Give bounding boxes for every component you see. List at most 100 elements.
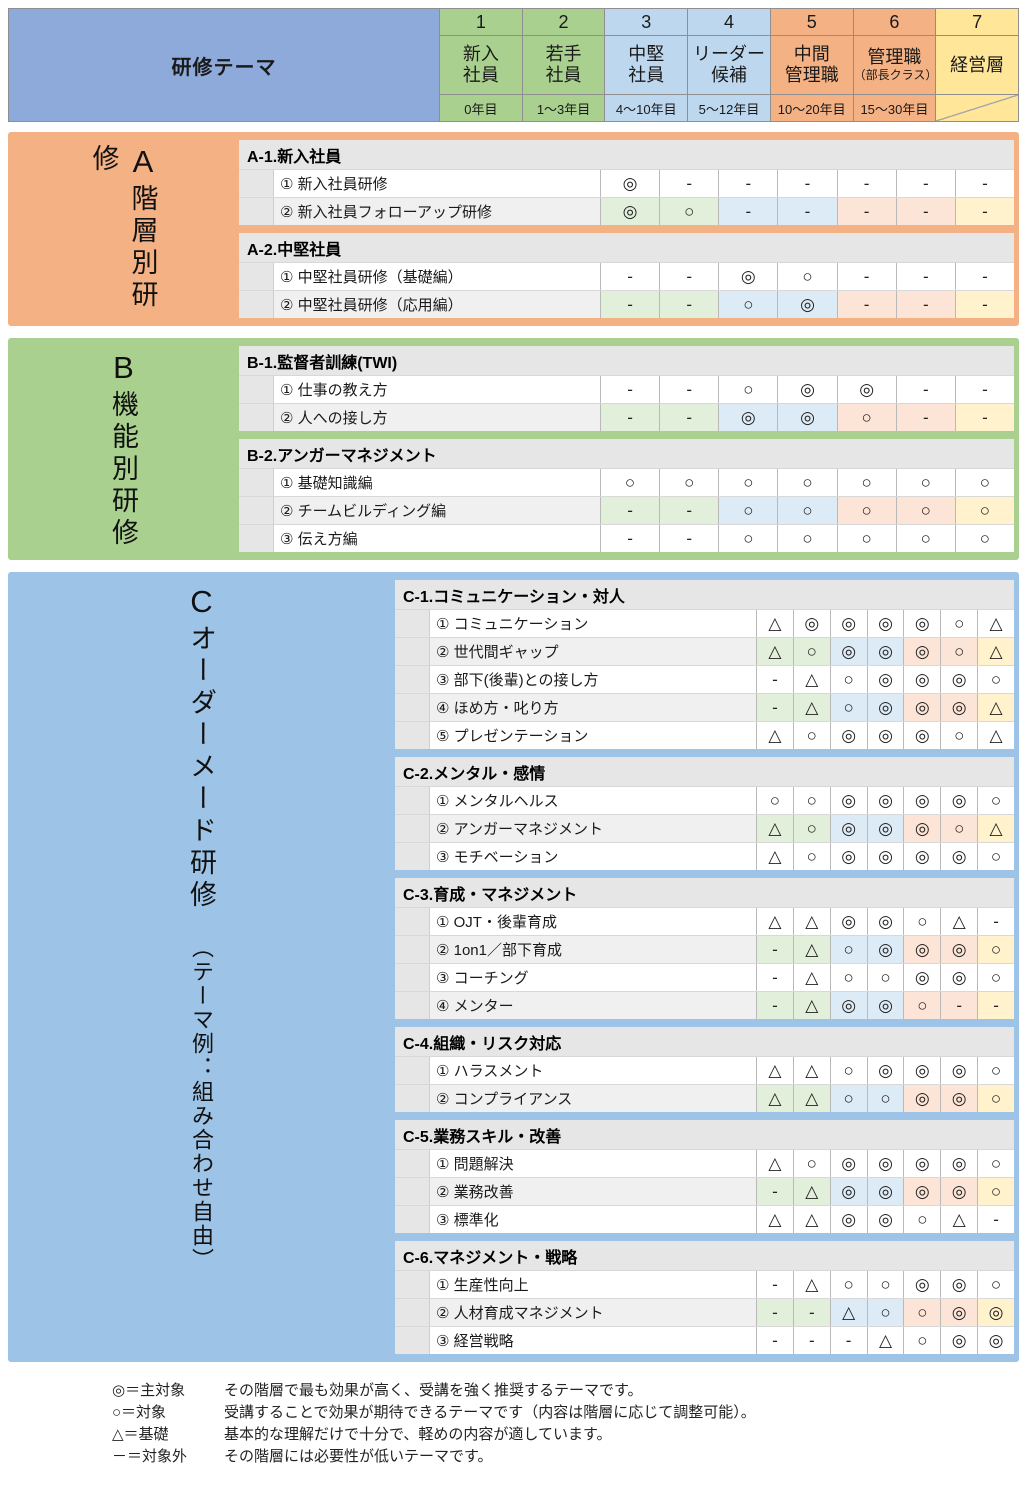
mark-cell: - — [659, 291, 719, 318]
table-row: ③ 標準化 △ △ ◎ ◎ ○ △ - — [395, 1205, 1014, 1233]
mark-cell: ◎ — [836, 376, 896, 403]
mark-cell: - — [600, 404, 660, 431]
row-label: ② 1on1／部下育成 — [429, 936, 756, 963]
row-indent — [395, 638, 429, 665]
row-indent — [395, 936, 429, 963]
mark-cell: - — [659, 404, 719, 431]
mark-cell: ○ — [600, 469, 660, 496]
mark-cell: ◎ — [829, 1150, 867, 1177]
mark-cell: ◎ — [829, 638, 867, 665]
mark-cell: - — [895, 404, 955, 431]
table-row: ① 基礎知識編 ○ ○ ○ ○ ○ ○ ○ — [239, 468, 1014, 496]
column-years: 10～20年目 — [770, 95, 853, 121]
mark-cell: ○ — [903, 1206, 941, 1233]
mark-cell: △ — [756, 843, 793, 870]
table-row: ② 人への接し方 - - ◎ ◎ ○ - - — [239, 403, 1014, 431]
mark-cell: ○ — [829, 1271, 867, 1298]
mark-cell: ○ — [895, 525, 955, 552]
mark-cell: - — [836, 170, 896, 197]
mark-cell: △ — [792, 694, 830, 721]
table-row: ② アンガーマネジメント △ ○ ◎ ◎ ◎ ○ △ — [395, 814, 1014, 842]
row-label: ① 基礎知識編 — [273, 469, 600, 496]
mark-cell: △ — [756, 815, 793, 842]
row-label: ③ モチベーション — [429, 843, 756, 870]
mark-cell: △ — [792, 1206, 830, 1233]
mark-cell: △ — [792, 936, 830, 963]
mark-cell: ○ — [977, 1150, 1014, 1177]
mark-cell: ○ — [777, 497, 837, 524]
column-years: 15～30年目 — [853, 95, 936, 121]
mark-cell: ◎ — [866, 610, 904, 637]
legend-desc: その階層には必要性が低いテーマです。 — [224, 1448, 493, 1465]
row-label: ④ ほめ方・叱り方 — [429, 694, 756, 721]
section-title-vertical: Cオーダーメード研修 （テーマ例：組み合わせ自由） — [182, 580, 221, 1272]
column-name: 管理職 （部長クラス） — [853, 36, 938, 94]
mark-cell: ◎ — [903, 787, 941, 814]
mark-cell: ◎ — [866, 1150, 904, 1177]
mark-cell: ○ — [940, 610, 978, 637]
table-row: ① コミュニケーション △ ◎ ◎ ◎ ◎ ○ △ — [395, 609, 1014, 637]
mark-cell: △ — [792, 1057, 830, 1084]
mark-cell: ◎ — [866, 1206, 904, 1233]
column-name-line: （部長クラス） — [853, 68, 938, 82]
mark-cell: - — [756, 1178, 793, 1205]
mark-cell: ◎ — [866, 936, 904, 963]
mark-cell: ◎ — [829, 722, 867, 749]
mark-cell: ○ — [977, 666, 1014, 693]
mark-cell: ◎ — [940, 1057, 978, 1084]
row-label: ② 新入社員フォローアップ研修 — [273, 198, 600, 225]
mark-cell: - — [977, 908, 1014, 935]
column-number: 3 — [605, 9, 688, 35]
row-indent — [395, 964, 429, 991]
section-c: Cオーダーメード研修 （テーマ例：組み合わせ自由） C-1.コミュニケーション・対人… — [8, 572, 1019, 1362]
mark-cell: ○ — [829, 1085, 867, 1112]
mark-cell: ◎ — [940, 666, 978, 693]
section-band-label: Cオーダーメード研修 （テーマ例：組み合わせ自由） — [8, 580, 395, 1354]
section-letter: A — [125, 144, 161, 184]
column-name: 中間 管理職 — [770, 36, 853, 94]
mark-cell: ◎ — [866, 843, 904, 870]
mark-cell: ◎ — [903, 1085, 941, 1112]
mark-cell: ◎ — [600, 170, 660, 197]
section-content: A-1.新入社員 ① 新入社員研修 ◎ - - - - - - ② 新入社員フォローアップ研修 ◎ ○… — [239, 140, 1014, 318]
mark-cell: - — [895, 198, 955, 225]
mark-cell: - — [792, 1327, 830, 1354]
row-indent — [395, 815, 429, 842]
mark-cell: ◎ — [866, 992, 904, 1019]
mark-cell: △ — [756, 908, 793, 935]
section-a: A階層別研修 A-1.新入社員 ① 新入社員研修 ◎ - - - - - - ② 新入社員フォローア… — [8, 132, 1019, 326]
mark-cell: ○ — [829, 1057, 867, 1084]
row-indent — [395, 787, 429, 814]
mark-cell: △ — [756, 638, 793, 665]
mark-cell: △ — [792, 964, 830, 991]
section-title: オーダーメード研修 — [186, 624, 216, 912]
mark-cell: ◎ — [829, 610, 867, 637]
table-row: ③ 伝え方編 - - ○ ○ ○ ○ ○ — [239, 524, 1014, 552]
section-band-label: B機能別研修 — [8, 346, 239, 552]
mark-cell: ◎ — [903, 610, 941, 637]
mark-cell: - — [836, 198, 896, 225]
mark-cell: - — [954, 198, 1014, 225]
row-indent — [395, 1057, 429, 1084]
column-name-line: 社員 — [462, 65, 499, 85]
subsection-box: B-2.アンガーマネジメント ① 基礎知識編 ○ ○ ○ ○ ○ ○ ○ ② チームビルディング編… — [239, 439, 1014, 552]
column-name-line: 新入 — [462, 44, 499, 64]
table-row: ① OJT・後輩育成 △ △ ◎ ◎ ○ △ - — [395, 907, 1014, 935]
mark-cell: ○ — [977, 1271, 1014, 1298]
mark-cell: ◎ — [903, 936, 941, 963]
mark-cell: ○ — [954, 497, 1014, 524]
mark-cell: - — [836, 263, 896, 290]
table-row: ① メンタルヘルス ○ ○ ◎ ◎ ◎ ◎ ○ — [395, 786, 1014, 814]
table-row: ③ 経営戦略 - - - △ ○ ◎ ◎ — [395, 1326, 1014, 1354]
subsection-box: B-1.監督者訓練(TWI) ① 仕事の教え方 - - ○ ◎ ◎ - - ② 人への接し方 - - ◎… — [239, 346, 1014, 431]
mark-cell: - — [829, 1327, 867, 1354]
mark-cell: - — [756, 666, 793, 693]
mark-cell: - — [659, 525, 719, 552]
column-name: 経営層 — [936, 36, 1018, 94]
row-label: ② 中堅社員研修（応用編） — [273, 291, 600, 318]
mark-cell: △ — [756, 1150, 793, 1177]
table-row: ② チームビルディング編 - - ○ ○ ○ ○ ○ — [239, 496, 1014, 524]
mark-cell: - — [954, 291, 1014, 318]
column-name-line: 中間 — [793, 44, 830, 64]
mark-cell: - — [954, 376, 1014, 403]
